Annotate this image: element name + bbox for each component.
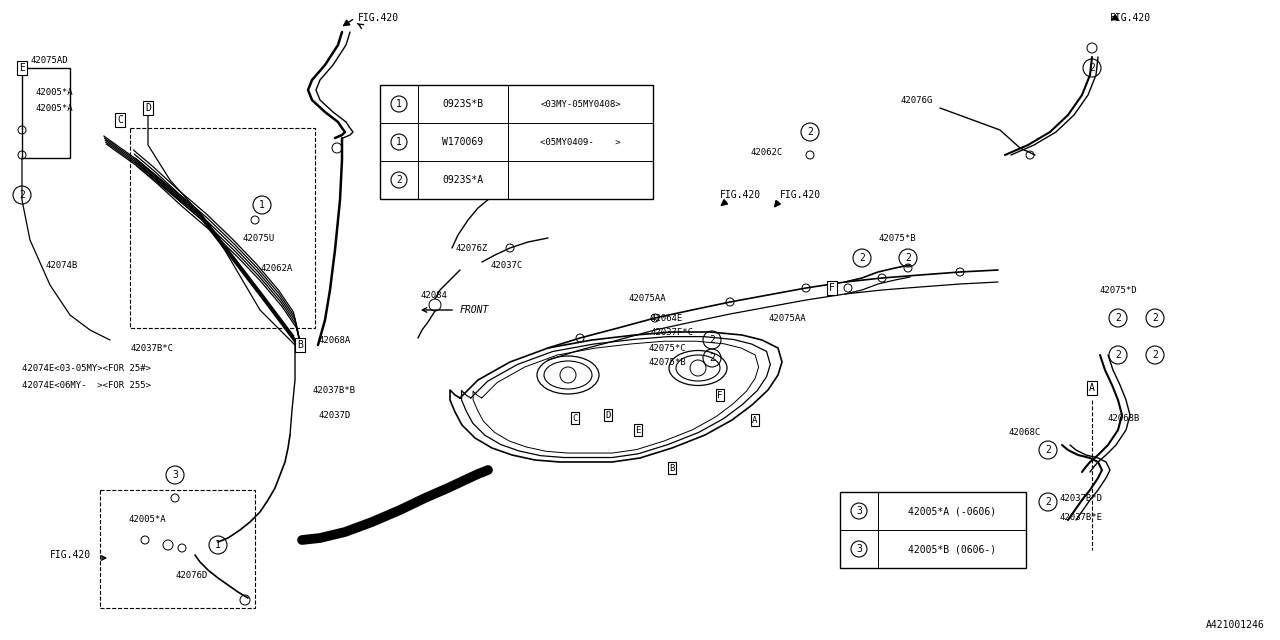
Text: <05MY0409-    >: <05MY0409- > — [540, 138, 621, 147]
Text: 3: 3 — [856, 544, 861, 554]
Text: 42037B*B: 42037B*B — [312, 385, 355, 394]
Text: FIG.420: FIG.420 — [50, 550, 91, 560]
Text: 2: 2 — [808, 127, 813, 137]
Text: 1: 1 — [396, 99, 402, 109]
Text: 42068A: 42068A — [317, 335, 351, 344]
Text: 2: 2 — [1089, 63, 1094, 73]
Text: C: C — [116, 115, 123, 125]
Text: B: B — [297, 340, 303, 350]
Text: A: A — [753, 415, 758, 424]
Text: FIG.420: FIG.420 — [358, 13, 399, 23]
Text: 2: 2 — [1044, 497, 1051, 507]
Text: FIG.420: FIG.420 — [1110, 13, 1151, 23]
Text: 42084: 42084 — [420, 291, 447, 300]
Text: 42075*B: 42075*B — [648, 358, 686, 367]
Text: 0923S*B: 0923S*B — [443, 99, 484, 109]
Text: 1: 1 — [259, 200, 265, 210]
Text: E: E — [635, 426, 641, 435]
Text: 42075*D: 42075*D — [1100, 285, 1138, 294]
Text: 42037B*E: 42037B*E — [1060, 513, 1103, 522]
Text: 2: 2 — [1115, 350, 1121, 360]
Text: 2: 2 — [709, 353, 716, 363]
Text: 42005*A: 42005*A — [35, 104, 73, 113]
Text: 42074E<03-05MY><FOR 25#>: 42074E<03-05MY><FOR 25#> — [22, 364, 151, 372]
Text: F: F — [829, 283, 835, 293]
Text: A: A — [1089, 383, 1094, 393]
Text: 42075AA: 42075AA — [768, 314, 805, 323]
Text: 42068B: 42068B — [1108, 413, 1140, 422]
Text: 2: 2 — [709, 335, 716, 345]
Text: 42074E<06MY-  ><FOR 255>: 42074E<06MY- ><FOR 255> — [22, 381, 151, 390]
Text: 42037B*D: 42037B*D — [1060, 493, 1103, 502]
Text: 42037D: 42037D — [317, 410, 351, 419]
Bar — [22, 68, 70, 158]
Text: 42075U: 42075U — [242, 234, 274, 243]
Text: B: B — [669, 463, 675, 472]
Text: 42037C: 42037C — [490, 260, 522, 269]
Text: 42005*A: 42005*A — [128, 515, 165, 525]
Text: 42076D: 42076D — [175, 570, 207, 579]
Text: FIG.420: FIG.420 — [780, 190, 822, 200]
Text: D: D — [145, 103, 151, 113]
Text: 42074B: 42074B — [45, 260, 77, 269]
Text: 2: 2 — [859, 253, 865, 263]
Text: F: F — [717, 390, 723, 399]
Text: 2: 2 — [905, 253, 911, 263]
Bar — [131, 128, 315, 328]
Text: 42062C: 42062C — [750, 147, 782, 157]
Text: 42075AD: 42075AD — [29, 56, 68, 65]
Bar — [840, 492, 1027, 568]
Text: 42068C: 42068C — [1009, 428, 1041, 436]
Text: 42075AA: 42075AA — [628, 294, 666, 303]
Text: 42075*C: 42075*C — [648, 344, 686, 353]
Text: 42076Z: 42076Z — [454, 243, 488, 253]
Text: 42005*B (0606-): 42005*B (0606-) — [908, 544, 996, 554]
Text: 42064E: 42064E — [650, 314, 682, 323]
Text: 42037B*C: 42037B*C — [131, 344, 173, 353]
Text: FIG.420: FIG.420 — [721, 190, 762, 200]
Text: 42037F*C: 42037F*C — [650, 328, 692, 337]
Text: 2: 2 — [1115, 313, 1121, 323]
Text: 2: 2 — [1044, 445, 1051, 455]
Text: 1: 1 — [396, 137, 402, 147]
Bar — [100, 490, 255, 608]
Text: 42005*A (-0606): 42005*A (-0606) — [908, 506, 996, 516]
Text: E: E — [19, 63, 24, 73]
Text: 2: 2 — [1152, 350, 1158, 360]
Text: 42005*A: 42005*A — [35, 88, 73, 97]
Text: 42076G: 42076G — [900, 95, 932, 104]
Text: 2: 2 — [396, 175, 402, 185]
Text: 2: 2 — [1152, 313, 1158, 323]
Text: <03MY-05MY0408>: <03MY-05MY0408> — [540, 99, 621, 109]
Text: 42062A: 42062A — [260, 264, 292, 273]
Text: C: C — [572, 413, 577, 422]
Text: 2: 2 — [19, 190, 24, 200]
Text: 1: 1 — [215, 540, 221, 550]
Text: W170069: W170069 — [443, 137, 484, 147]
Text: 42075*B: 42075*B — [878, 234, 915, 243]
Text: D: D — [605, 410, 611, 419]
Text: 3: 3 — [856, 506, 861, 516]
Text: 3: 3 — [172, 470, 178, 480]
Text: A421001246: A421001246 — [1206, 620, 1265, 630]
Text: FRONT: FRONT — [460, 305, 489, 315]
Text: 0923S*A: 0923S*A — [443, 175, 484, 185]
Bar — [380, 85, 653, 199]
